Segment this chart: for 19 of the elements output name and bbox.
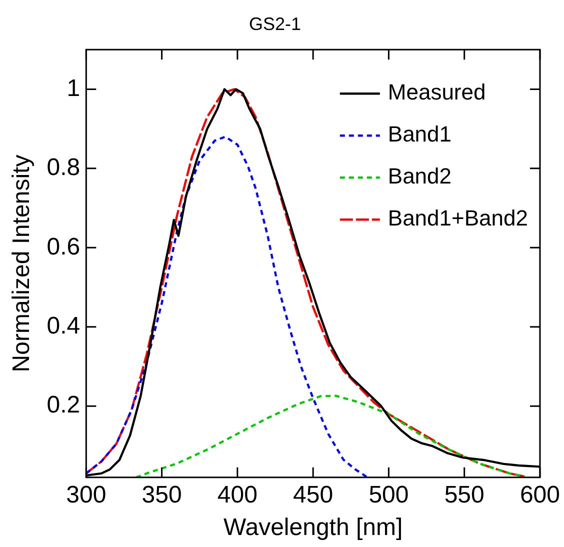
x-axis-title: Wavelength [nm] <box>223 514 403 542</box>
legend-label: Band1 <box>388 122 452 147</box>
x-tick-label: 600 <box>520 481 560 508</box>
y-tick-label: 0.2 <box>46 392 80 419</box>
y-tick-label: 0.4 <box>46 312 80 340</box>
y-tick-label: 1 <box>66 74 80 102</box>
x-tick-label: 550 <box>444 481 484 508</box>
y-tick-label: 0.8 <box>46 154 80 182</box>
chart-title: GS2-1 <box>248 14 302 34</box>
x-tick-label: 400 <box>217 481 258 508</box>
x-tick-label: 350 <box>142 481 182 508</box>
legend-label: Band1+Band2 <box>388 206 528 231</box>
legend-label: Measured <box>388 80 486 105</box>
y-axis-title: Normalized Intensity <box>8 154 36 372</box>
x-tick-label: 450 <box>293 481 334 508</box>
x-tick-label: 300 <box>66 481 106 508</box>
legend-label: Band2 <box>388 164 452 189</box>
x-tick-label: 500 <box>368 481 409 508</box>
y-tick-label: 0.6 <box>46 233 80 260</box>
